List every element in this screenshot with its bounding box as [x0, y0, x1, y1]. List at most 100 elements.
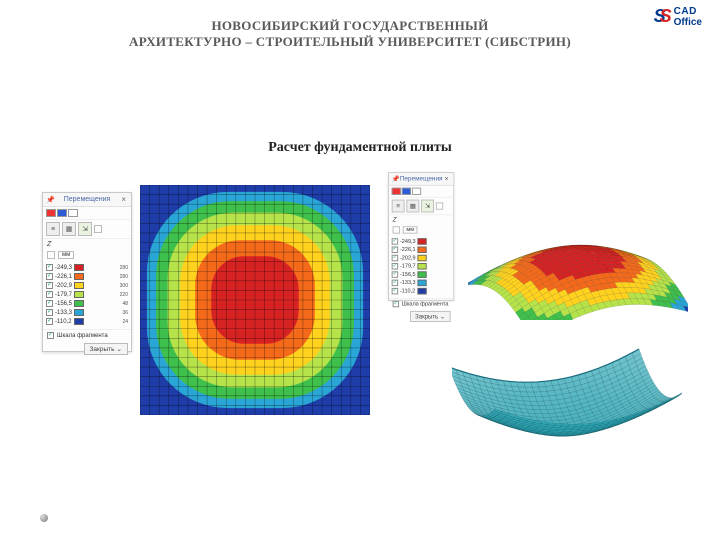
pin-icon[interactable]: 📌	[392, 175, 400, 182]
legend-value: -133,3	[55, 310, 72, 316]
color-mode-row	[43, 207, 131, 220]
legend-count: 220	[120, 292, 128, 298]
legend-value: -226,1	[55, 274, 72, 280]
toolbar-row: ≡ ▦ ⇲	[43, 220, 131, 239]
legend-swatch	[417, 263, 426, 269]
legend-swatch	[74, 291, 84, 298]
legend-count: 24	[122, 319, 128, 325]
logo-office: Office	[674, 17, 702, 28]
legend-value: -226,1	[400, 247, 416, 253]
tool-scale-icon[interactable]: ⇲	[421, 200, 434, 213]
legend-value: -202,9	[400, 255, 416, 261]
legend-count: 300	[120, 283, 128, 289]
legend-checkbox[interactable]	[46, 309, 53, 316]
legend-value: -133,3	[400, 280, 416, 286]
color-legend: -249,3 -226,1 -202,9 -179,7 -156,5 -133,3 -110…	[389, 236, 453, 298]
close-button[interactable]: Закрыть ⌄	[84, 343, 129, 355]
legend-checkbox[interactable]	[392, 271, 398, 277]
close-icon[interactable]: ×	[119, 195, 128, 204]
legend-swatch	[417, 288, 426, 294]
legend-swatch	[417, 247, 426, 253]
panel-title-text: Перемещения	[400, 176, 443, 182]
legend-checkbox[interactable]	[392, 247, 398, 253]
legend-value: -179,7	[55, 292, 72, 298]
legend-checkbox[interactable]	[392, 280, 398, 286]
legend-count: 280	[120, 274, 128, 280]
legend-checkbox[interactable]	[46, 264, 53, 271]
dropdown-icon[interactable]	[94, 225, 102, 233]
slide-bullet-icon	[40, 514, 48, 522]
institution-name: НОВОСИБИРСКИЙ ГОСУДАРСТВЕННЫЙ АРХИТЕКТУР…	[80, 18, 620, 50]
legend-checkbox[interactable]	[392, 255, 398, 261]
contour-plot-3d	[468, 170, 688, 320]
color-solid-icon[interactable]	[46, 209, 56, 217]
legend-value: -110,2	[400, 288, 415, 294]
color-legend: -249,3 280 -226,1 280 -202,9 300 -179,7 220 -156…	[43, 262, 131, 329]
legend-checkbox[interactable]	[46, 273, 53, 280]
tool-view-icon[interactable]: ▦	[62, 222, 76, 236]
legend-swatch	[74, 273, 84, 280]
tool-settings-icon[interactable]: ≡	[392, 200, 405, 213]
contour-plot-plan	[140, 185, 370, 415]
chevron-icon: ⌄	[117, 345, 122, 353]
logo-cad: CAD	[674, 6, 697, 17]
pin-icon[interactable]: 📌	[46, 196, 55, 204]
unit-dropdown-icon[interactable]	[393, 226, 400, 233]
fragment-scale-label: Шкала фрагмента	[57, 333, 108, 339]
axis-label: Z	[389, 215, 453, 225]
chevron-icon: ⌄	[440, 313, 445, 320]
legend-checkbox[interactable]	[46, 282, 53, 289]
legend-checkbox[interactable]	[46, 318, 53, 325]
displacement-palette-secondary: 📌 Перемещения × ≡▦⇲ Z мм -249,3 -226,1 -20…	[388, 172, 454, 301]
panel-title-text: Перемещения	[64, 196, 111, 203]
header-line2: АРХИТЕКТУРНО – СТРОИТЕЛЬНЫЙ УНИВЕРСИТЕТ …	[80, 34, 620, 50]
close-button[interactable]: Закрыть⌄	[410, 311, 451, 322]
legend-count: 36	[122, 310, 128, 316]
fragment-scale-label: Шкала фрагмента	[402, 301, 449, 307]
legend-swatch	[74, 318, 84, 325]
product-logo: SS CAD Office	[654, 6, 702, 27]
dropdown-icon[interactable]	[436, 202, 443, 209]
fragment-scale-checkbox[interactable]	[393, 301, 399, 307]
unit-value[interactable]: мм	[58, 251, 74, 259]
deflection-wireframe-3d	[452, 338, 682, 488]
legend-swatch	[417, 271, 426, 277]
tool-view-icon[interactable]: ▦	[406, 200, 419, 213]
displacement-palette-main: 📌 Перемещения × ≡ ▦ ⇲ Z мм -249,3 280 -226…	[42, 192, 132, 352]
legend-swatch	[417, 280, 426, 286]
legend-swatch	[74, 282, 84, 289]
color-none-icon[interactable]	[68, 209, 78, 217]
tool-settings-icon[interactable]: ≡	[46, 222, 60, 236]
legend-value: -249,3	[55, 265, 72, 271]
header-line1: НОВОСИБИРСКИЙ ГОСУДАРСТВЕННЫЙ	[80, 18, 620, 34]
unit-value[interactable]: мм	[403, 226, 418, 233]
axis-label: Z	[43, 239, 131, 250]
legend-checkbox[interactable]	[46, 300, 53, 307]
legend-swatch	[417, 255, 426, 261]
legend-value: -179,7	[400, 264, 416, 270]
color-gradient-icon[interactable]	[402, 188, 411, 195]
legend-swatch	[74, 300, 84, 307]
legend-count: 280	[120, 265, 128, 271]
tool-scale-icon[interactable]: ⇲	[78, 222, 92, 236]
close-icon[interactable]: ×	[443, 175, 451, 183]
legend-swatch	[74, 264, 84, 271]
legend-value: -249,3	[400, 239, 416, 245]
legend-value: -156,5	[55, 301, 72, 307]
legend-checkbox[interactable]	[392, 263, 398, 269]
legend-checkbox[interactable]	[46, 291, 53, 298]
legend-value: -202,9	[55, 283, 72, 289]
legend-checkbox[interactable]	[392, 288, 398, 294]
color-gradient-icon[interactable]	[57, 209, 67, 217]
page-title: Расчет фундаментной плиты	[0, 140, 720, 156]
color-none-icon[interactable]	[412, 188, 421, 195]
legend-count: 48	[122, 301, 128, 307]
legend-value: -156,5	[400, 272, 416, 278]
legend-swatch	[417, 238, 426, 244]
fragment-scale-checkbox[interactable]	[47, 332, 54, 339]
legend-checkbox[interactable]	[392, 238, 398, 244]
color-solid-icon[interactable]	[392, 188, 401, 195]
legend-value: -110,2	[55, 319, 72, 325]
legend-swatch	[74, 309, 84, 316]
unit-dropdown-icon[interactable]	[47, 251, 55, 259]
